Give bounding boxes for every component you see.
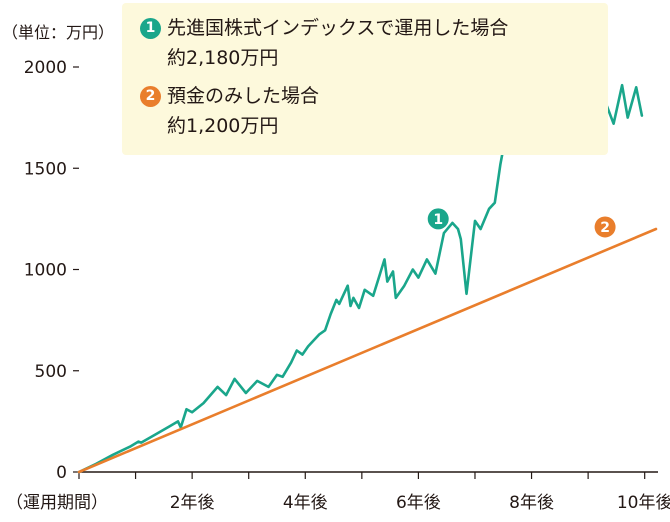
legend: 1 先進国株式インデックスで運用した場合 約2,180万円 2 預金のみした場合 約… xyxy=(122,3,608,155)
legend-label-deposit: 預金のみした場合 xyxy=(167,85,320,107)
y-tick-label: 0 xyxy=(56,463,67,483)
legend-amount-deposit: 約1,200万円 xyxy=(167,115,279,137)
series-2-marker-icon xyxy=(594,216,616,238)
x-tick-label: 2年後 xyxy=(170,493,215,513)
legend-label-stock-index: 先進国株式インデックスで運用した場合 xyxy=(167,17,509,39)
series-2-badge-icon: 2 xyxy=(140,86,161,107)
x-tick-label: 4年後 xyxy=(283,493,328,513)
series-markers: 12 xyxy=(427,208,616,238)
y-tick-label: 500 xyxy=(35,362,67,382)
x-tick-label: 6年後 xyxy=(396,493,441,513)
x-axis-title: （運用期間） xyxy=(6,493,108,513)
series-line-2 xyxy=(77,227,658,474)
y-unit-label: （単位：万円） xyxy=(2,23,115,42)
axes: 0 500 1000 1500 2000 2年後 4年後 6年後 8年後 10年後 （運用期間） xyxy=(6,58,670,513)
legend-item-deposit: 2 預金のみした場合 約1,200万円 xyxy=(140,81,319,141)
y-tick-label: 2000 xyxy=(24,58,67,78)
legend-item-stock-index: 1 先進国株式インデックスで運用した場合 約2,180万円 xyxy=(140,13,508,73)
legend-amount-stock-index: 約2,180万円 xyxy=(167,47,279,69)
x-tick-label: 8年後 xyxy=(509,493,554,513)
series-1-marker-icon xyxy=(427,208,449,230)
series-1-marker-label: 1 xyxy=(433,212,443,228)
series-1-badge-icon: 1 xyxy=(140,18,161,39)
y-tick-label: 1500 xyxy=(24,159,67,179)
y-tick-label: 1000 xyxy=(24,261,67,281)
x-tick-label: 10年後 xyxy=(617,493,670,513)
series-2-marker-label: 2 xyxy=(600,220,610,236)
